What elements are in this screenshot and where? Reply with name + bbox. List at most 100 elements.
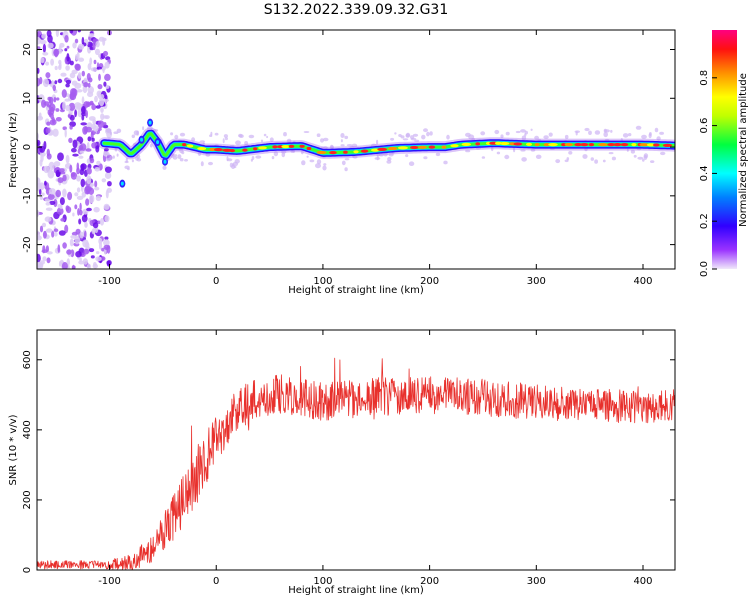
spectrum-noise-blob [57,244,61,253]
spectrum-halo-blob [628,133,632,137]
spectrum-halo-blob [594,130,601,135]
spectrum-noise-blob [87,102,95,106]
spectrum-halo-blob [656,136,661,141]
spectrogram-xlabel: Height of straight line (km) [288,285,424,296]
spectrum-noise-blob [92,263,99,269]
spectrum-noise-blob [53,96,57,103]
spectrum-noise-blob [52,84,56,92]
spectrum-noise-blob [88,187,95,195]
spectrum-halo-blob [281,150,287,154]
spectrum-noise-blob [53,231,58,237]
spectrum-noise-blob [45,61,49,66]
colorbar-tick-label: 0.4 [699,165,710,181]
spectrum-peak-blob [329,151,337,155]
spectrum-halo-blob [316,133,321,137]
spectrum-noise-blob [97,84,103,90]
spectrum-noise-blob [104,215,110,223]
spectrum-halo-blob [184,159,188,162]
spectrum-noise-blob [103,239,110,247]
spectrum-noise-blob [58,260,62,267]
spectrum-noise-blob [76,103,83,110]
spectrum-halo-blob [630,149,636,154]
spectrum-noise-blob [55,172,61,178]
spectrum-noise-blob [44,216,52,222]
spectrum-noise-blob [79,209,83,216]
spectrum-peak-blob [397,146,408,150]
spectrum-noise-blob [89,183,94,187]
spectrum-halo-blob [260,139,264,143]
spectrum-halo-blob [386,160,392,164]
spectrogram-xtick-label: 0 [213,276,219,287]
spectrum-halo-blob [116,128,122,133]
spectrum-halo-blob [124,160,129,164]
spectrum-noise-blob [59,42,65,48]
spectrum-noise-blob [66,53,70,62]
spectrum-noise-blob [43,140,47,150]
spectrum-noise-blob [104,166,112,173]
spectrum-halo-blob [588,130,592,135]
spectrum-halo-blob [465,149,471,153]
spectrum-noise-blob [94,167,100,172]
spectrum-noise-blob [102,66,105,74]
spectrum-halo-blob [136,158,142,162]
spectrum-peak-blob [410,145,419,150]
spectrum-peak-blob [441,145,447,149]
spectrum-noise-blob [42,256,47,262]
spectrum-halo-blob [283,132,287,137]
spectrum-noise-blob [96,66,103,70]
spectrum-peak-blob [620,143,629,147]
spectrum-halo-blob [515,130,521,134]
spectrum-halo-blob [177,154,182,160]
spectrum-noise-blob [65,83,70,88]
spectrum-noise-blob [64,129,67,138]
spectrum-noise-blob [95,195,102,202]
spectrum-halo-blob [496,151,501,155]
spectrum-peak-blob [253,147,258,151]
spectrum-halo-blob [223,134,228,138]
spectrum-noise-blob [91,104,97,111]
snr-panel: -100 0 100 200 300 400 0 200 400 600 Height of st… [8,329,676,596]
spectrum-halo-blob [524,130,528,135]
spectrum-noise-blob [65,154,70,164]
figure-title: S132.2022.339.09.32.G31 [264,2,449,18]
spectrum-noise-blob [39,195,44,200]
spectrum-peak-blob [653,143,660,147]
spectrum-halo-blob [520,149,526,152]
spectrum-noise-blob [74,109,77,118]
spectrum-peak-blob [186,144,194,148]
spectrum-noise-blob [62,101,66,111]
spectrum-noise-blob [43,165,50,174]
spectrum-halo-blob [494,129,500,135]
snr-xtick-label: -100 [98,576,121,587]
spectrum-halo-blob [286,138,292,143]
snr-xtick-label: 200 [420,576,439,587]
spectrum-halo-blob [205,153,211,157]
spectrum-noise-blob [66,249,72,255]
spectrum-noise-blob [47,169,55,179]
spectrum-halo-blob [239,134,244,139]
spectrum-halo-blob [530,148,536,152]
spectrum-noise-blob [39,145,46,153]
spectrum-halo-blob [610,129,613,133]
spectrum-noise-blob [69,164,73,173]
spectrum-halo-blob [648,133,652,139]
spectrum-peak-blob [242,148,248,152]
spectrum-noise-blob [47,42,54,49]
spectrum-noise-blob [85,148,92,152]
spectrum-noise-blob [57,204,62,209]
spectrum-noise-blob [90,255,95,259]
spectrum-halo-blob [584,127,590,132]
spectrum-noise-blob [94,95,98,103]
spectrum-halo-blob [535,154,542,159]
spectrum-noise-blob [98,97,105,107]
spectrum-noise-blob [49,119,57,126]
spectrum-halo-blob [402,138,409,141]
spectrum-halo-blob [575,131,578,136]
spectrum-noise-blob [69,114,75,121]
spectrum-peak-blob [281,145,290,149]
spectrum-noise-blob [65,79,72,85]
spectrum-noise-blob [85,198,90,206]
spectrum-noise-blob [78,218,82,225]
spectrum-noise-blob [54,80,58,85]
